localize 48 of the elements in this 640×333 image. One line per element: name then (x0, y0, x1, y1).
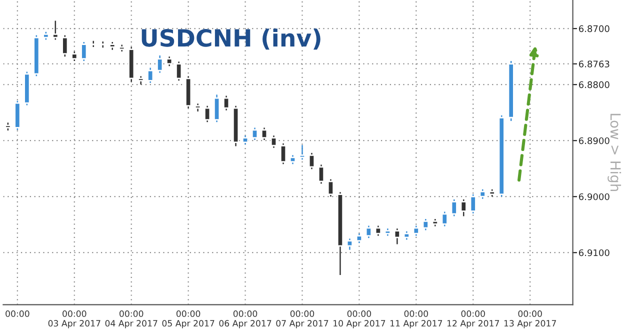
candlestick (412, 225, 420, 236)
candlestick (52, 20, 59, 40)
candlestick (80, 41, 88, 62)
y-tick-label: 6.9100 (578, 249, 610, 256)
candlestick (176, 60, 182, 82)
y-tick-label: 6.8700 (578, 25, 610, 32)
candlestick (470, 194, 476, 214)
candlestick (166, 56, 173, 67)
y-tick-label: 6.8900 (578, 137, 610, 144)
candlestick (308, 152, 316, 170)
text: USDCNH (inv) (142, 28, 320, 50)
candlestick (450, 198, 458, 217)
candlestick (374, 225, 382, 236)
candlestick (280, 142, 287, 165)
candlestick (204, 105, 211, 123)
y-tick-label: 6.9000 (578, 193, 610, 200)
candlestick (213, 94, 220, 123)
x-tick-label: 00:00 05 Apr 2017 (162, 310, 214, 328)
x-tick-label: 00:00 11 Apr 2017 (390, 310, 442, 328)
candlestick (394, 228, 400, 245)
y-tick-label: 6.8800 (578, 81, 610, 88)
candlestick (260, 127, 268, 141)
candlestick (318, 164, 325, 184)
y-tick-label: 6.8763 (578, 60, 610, 68)
x-tick-label: 00:00 13 Apr 2017 (504, 310, 556, 328)
candlestick (479, 188, 486, 200)
candlestick (71, 50, 78, 62)
candlestick (270, 134, 278, 148)
candlestick (147, 67, 154, 84)
x-tick-label: 00:00 04 Apr 2017 (105, 310, 158, 328)
candlestick (460, 198, 467, 217)
x-tick-label: 00:00 06 Apr 2017 (219, 310, 272, 328)
candlestick (346, 238, 354, 250)
candlestick (356, 232, 363, 244)
candlestick (251, 127, 258, 141)
candlestick (327, 178, 334, 198)
x-tick-label: 00:00 10 Apr 2017 (334, 310, 386, 328)
candlestick (422, 218, 429, 231)
candlestick (298, 144, 306, 160)
candlestick (365, 225, 372, 239)
x-tick-label: 00:00 03 Apr 2017 (48, 310, 100, 328)
x-tick-label: 00:00 (6, 310, 30, 317)
candlestick (62, 34, 68, 58)
x-tick-label: 00:00 07 Apr 2017 (276, 310, 328, 328)
candlestick (222, 95, 230, 111)
x-tick-label: 00:00 12 Apr 2017 (447, 310, 500, 328)
candlestick (441, 211, 448, 227)
candlestick (156, 54, 164, 74)
